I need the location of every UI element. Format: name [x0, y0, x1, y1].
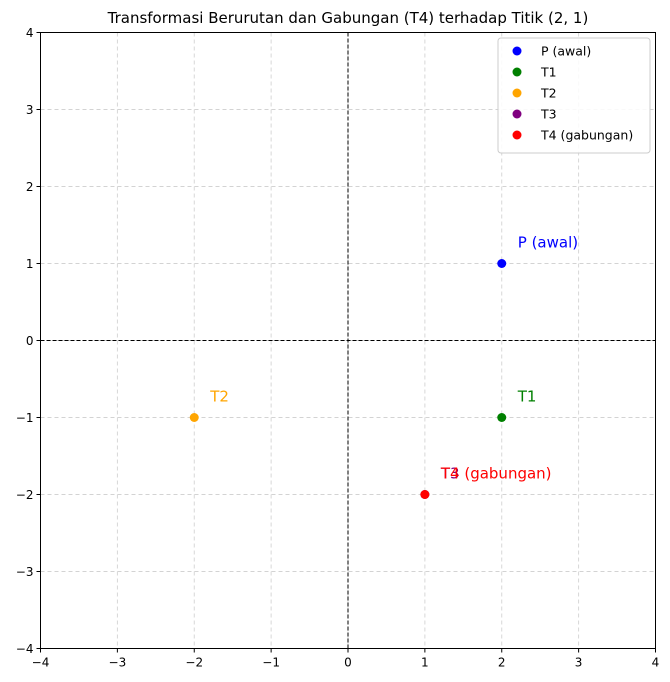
x-tick-label: 2: [498, 656, 506, 670]
x-tick-label: 1: [421, 656, 429, 670]
legend-marker-3: [512, 88, 522, 98]
point-annotation-5: T4 (gabungan): [440, 465, 552, 483]
points: [189, 259, 507, 499]
x-tick-label: −1: [262, 656, 280, 670]
x-tick-label: −2: [185, 656, 203, 670]
legend-label-2: T1: [540, 65, 557, 80]
x-tick-label: −4: [32, 656, 50, 670]
legend-marker-5: [512, 130, 522, 140]
x-tick-label: 0: [344, 656, 352, 670]
legend-label-4: T3: [540, 107, 557, 122]
point-1: [497, 259, 507, 268]
legend: P (awal) T1 T2 T3 T4 (gabungan): [497, 37, 651, 154]
y-tick-label: 4: [26, 26, 34, 40]
x-tick-label: −3: [109, 656, 127, 670]
y-tick-label: −4: [16, 642, 34, 656]
point-2: [497, 413, 507, 422]
y-tick-label: 1: [26, 257, 34, 271]
y-tick-label: −3: [16, 565, 34, 579]
legend-marker-2: [512, 67, 522, 77]
y-tick-label: 0: [26, 334, 34, 348]
y-tick-label: −2: [16, 488, 34, 502]
legend-label-1: P (awal): [541, 44, 591, 59]
legend-marker-4: [512, 109, 522, 119]
point-annotation-2: T1: [517, 388, 537, 406]
zero-lines: [40, 32, 656, 649]
point-3: [189, 413, 199, 422]
legend-marker-1: [512, 46, 522, 56]
legend-frame: [497, 37, 651, 154]
x-tick-label: 3: [575, 656, 583, 670]
x-tick-label: 4: [652, 656, 660, 670]
chart-title: Transformasi Berurutan dan Gabungan (T4)…: [107, 9, 589, 27]
legend-label-5: T4 (gabungan): [540, 128, 633, 143]
point-5: [420, 490, 430, 499]
legend-label-3: T2: [540, 86, 557, 101]
ticks: −4 −3 −2 −1 0 1 2 3 4 −4 −3 −2 −1 0 1 2 3 4: [16, 26, 660, 670]
point-annotation-4: T3: [440, 465, 460, 483]
point-annotation-1: P (awal): [518, 234, 578, 252]
y-tick-label: 2: [26, 180, 34, 194]
y-tick-label: −1: [16, 411, 34, 425]
point-annotation-3: T2: [209, 388, 229, 406]
y-tick-label: 3: [26, 103, 34, 117]
